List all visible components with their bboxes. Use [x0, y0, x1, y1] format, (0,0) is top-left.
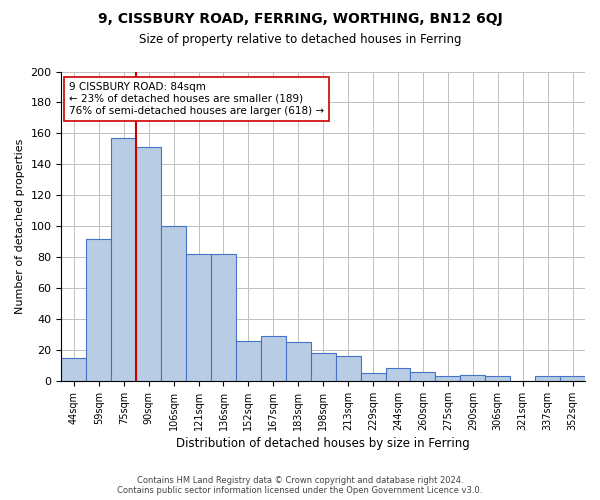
- Bar: [261, 336, 286, 381]
- Bar: [361, 373, 386, 381]
- Bar: [410, 372, 436, 381]
- Bar: [186, 254, 211, 381]
- Bar: [560, 376, 585, 381]
- Bar: [161, 226, 186, 381]
- Bar: [436, 376, 460, 381]
- Text: Size of property relative to detached houses in Ferring: Size of property relative to detached ho…: [139, 32, 461, 46]
- Bar: [485, 376, 510, 381]
- Bar: [286, 342, 311, 381]
- Text: 9 CISSBURY ROAD: 84sqm
← 23% of detached houses are smaller (189)
76% of semi-de: 9 CISSBURY ROAD: 84sqm ← 23% of detached…: [69, 82, 324, 116]
- Bar: [61, 358, 86, 381]
- Y-axis label: Number of detached properties: Number of detached properties: [15, 138, 25, 314]
- Bar: [311, 353, 335, 381]
- Bar: [386, 368, 410, 381]
- Text: 9, CISSBURY ROAD, FERRING, WORTHING, BN12 6QJ: 9, CISSBURY ROAD, FERRING, WORTHING, BN1…: [98, 12, 502, 26]
- Bar: [111, 138, 136, 381]
- Text: Contains HM Land Registry data © Crown copyright and database right 2024.
Contai: Contains HM Land Registry data © Crown c…: [118, 476, 482, 495]
- X-axis label: Distribution of detached houses by size in Ferring: Distribution of detached houses by size …: [176, 437, 470, 450]
- Bar: [211, 254, 236, 381]
- Bar: [136, 148, 161, 381]
- Bar: [460, 374, 485, 381]
- Bar: [535, 376, 560, 381]
- Bar: [335, 356, 361, 381]
- Bar: [86, 238, 111, 381]
- Bar: [236, 340, 261, 381]
